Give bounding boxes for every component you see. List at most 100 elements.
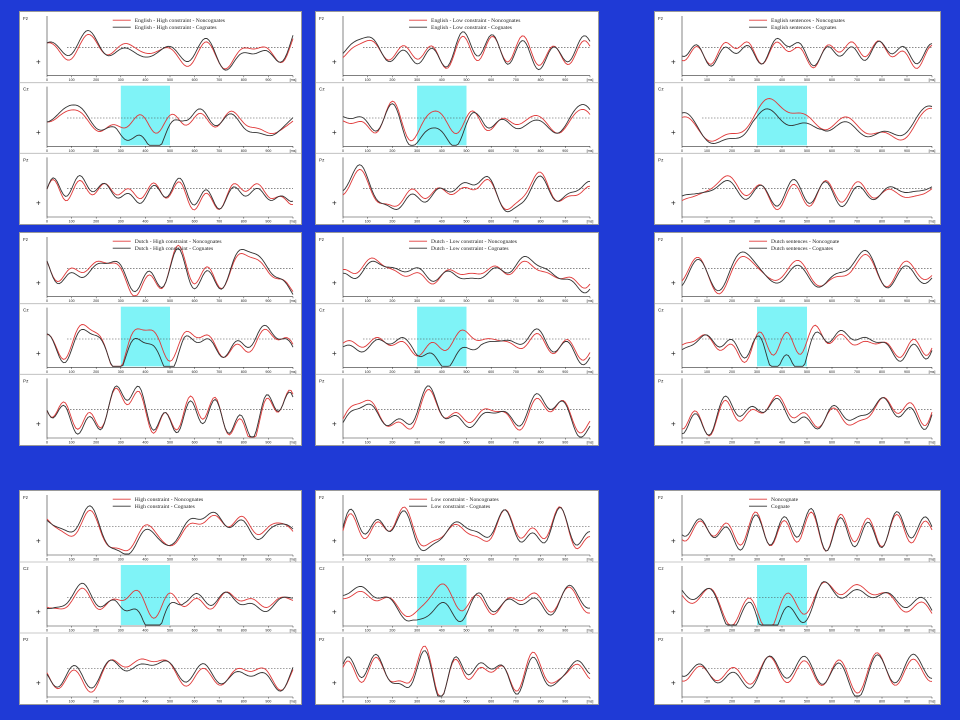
time-tick-label: 100 [365,299,371,303]
time-tick-label: 800 [879,441,885,445]
legend-entry: High constraint - Cognates [135,504,195,510]
time-tick-label: 800 [538,299,544,303]
legend-entry: English sentences - Cognates [771,25,836,31]
time-tick-label: 200 [389,149,395,153]
erp-trace-noncognates [342,506,591,550]
time-tick-label: [ms] [290,220,297,224]
polarity-marker: + [332,128,337,137]
erp-trace-cognates [342,256,591,294]
time-tick-label: 0 [681,700,683,704]
time-tick-label: 300 [754,370,760,374]
time-tick-label: 600 [192,149,198,153]
polarity-marker: + [36,537,41,546]
time-tick-label: [ms] [587,299,594,303]
erp-trace-noncognates [681,394,933,437]
legend-entry: Dutch - High constraint - Cognates [135,246,213,252]
time-tick-label: 400 [142,149,148,153]
time-tick-label: 800 [879,370,885,374]
time-tick-label: 0 [46,558,48,562]
legend-entry: Noncognate [771,497,799,503]
time-tick-label: 800 [879,629,885,633]
erp-trace-cognates [681,653,933,697]
erp-trace-noncognates [46,587,294,619]
time-tick-label: 100 [69,700,75,704]
legend-entry: Low constraint - Cognates [431,504,490,510]
time-tick-label: [ms] [929,78,936,82]
time-tick-label: 0 [46,299,48,303]
time-tick-label: 300 [118,370,124,374]
time-tick-label: 300 [414,370,420,374]
time-tick-label: 100 [69,441,75,445]
time-tick-label: 700 [854,700,860,704]
polarity-marker: + [332,608,337,617]
time-tick-label: 0 [681,149,683,153]
polarity-marker: + [332,420,337,429]
time-tick-label: 400 [439,149,445,153]
time-tick-label: 900 [904,629,910,633]
time-tick-label: 400 [779,299,785,303]
time-tick-label: 400 [779,558,785,562]
time-tick-label: 900 [904,700,910,704]
polarity-marker: + [332,199,337,208]
erp-trace-cognates [46,30,294,71]
time-tick-label: 0 [342,558,344,562]
time-tick-label: 700 [854,629,860,633]
time-tick-label: 100 [365,149,371,153]
n400-window-highlight [120,306,170,367]
time-tick-label: 900 [904,441,910,445]
time-tick-label: 800 [538,441,544,445]
time-tick-label: 700 [513,700,519,704]
erp-trace-cognates [681,395,933,436]
time-tick-label: 600 [829,299,835,303]
time-tick-label: 400 [142,629,148,633]
time-tick-label: 200 [93,629,99,633]
time-tick-label: 100 [704,370,710,374]
time-tick-label: 400 [779,149,785,153]
time-tick-label: 0 [342,370,344,374]
time-tick-label: 600 [488,558,494,562]
time-tick-label: [ms] [587,220,594,224]
polarity-marker: + [671,537,676,546]
time-tick-label: 700 [513,629,519,633]
time-tick-label: 200 [93,700,99,704]
time-tick-label: 700 [216,370,222,374]
time-tick-label: 200 [729,149,735,153]
time-tick-label: 600 [192,370,198,374]
time-tick-label: 500 [464,629,470,633]
time-tick-label: 200 [729,370,735,374]
erp-trace-cognates [342,507,591,552]
channel-label-pz: Pz [23,157,29,162]
time-tick-label: 300 [118,629,124,633]
time-tick-label: [ms] [587,149,594,153]
time-tick-label: 200 [93,220,99,224]
time-tick-label: 300 [414,220,420,224]
time-tick-label: 200 [93,78,99,82]
time-tick-label: 100 [69,370,75,374]
time-tick-label: 500 [804,558,810,562]
legend-entry: English sentences - Noncognates [771,18,845,24]
time-tick-label: 500 [167,558,173,562]
time-tick-label: [ms] [929,149,936,153]
legend-entry: English - High constraint - Cognates [135,25,217,31]
time-tick-label: 700 [854,78,860,82]
n400-window-highlight [757,306,807,367]
time-tick-label: 200 [93,370,99,374]
time-tick-label: 700 [854,558,860,562]
channel-label-fz: Fz [23,16,29,21]
erp-trace-noncognates [46,658,294,693]
time-tick-label: [ms] [587,370,594,374]
time-tick-label: 800 [241,629,247,633]
time-tick-label: 500 [464,149,470,153]
erp-chart: Fz +0 100 200 300 400 500 600 700 800 900 [ms] Cz +0 1… [20,16,301,224]
time-tick-label: 0 [342,700,344,704]
time-tick-label: 900 [562,700,568,704]
time-tick-label: 300 [118,441,124,445]
erp-panel-all-sentences: Fz +0 100 200 300 400 500 600 700 800 900 [ms] Cz +0 1… [654,490,941,705]
n400-window-highlight [120,85,170,146]
time-tick-label: 500 [804,78,810,82]
time-tick-label: 200 [93,441,99,445]
erp-panel-dutch-high-constraint: Fz +0 100 200 300 400 500 600 700 800 900 [ms] Cz +0 1… [19,232,302,446]
time-tick-label: 200 [93,558,99,562]
erp-panel-low-constraint: Fz +0 100 200 300 400 500 600 700 800 900 [ms] Cz +0 1… [315,490,599,705]
time-tick-label: 500 [464,441,470,445]
